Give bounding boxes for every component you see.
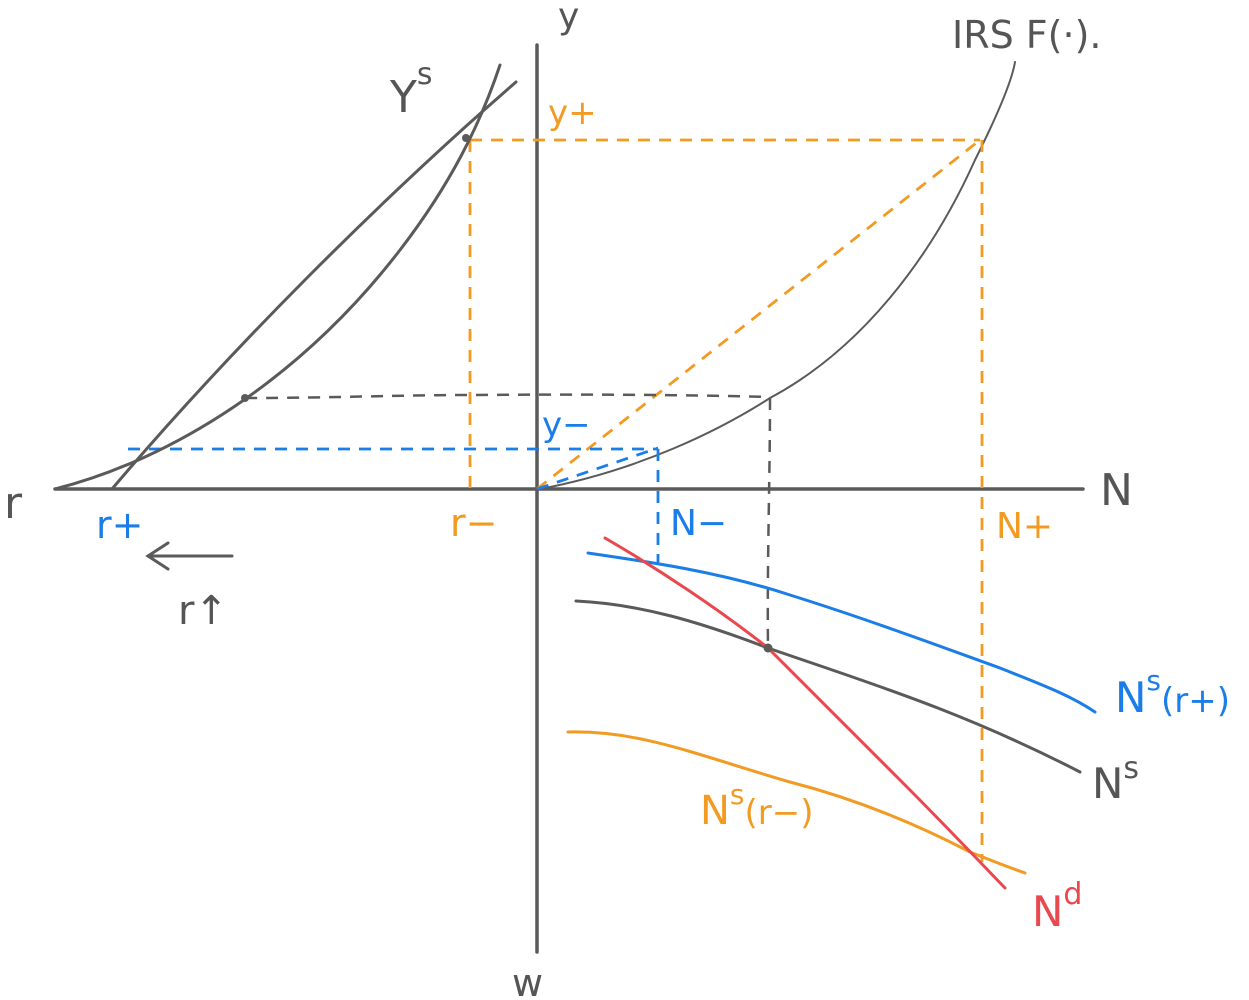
ns-label: Ns [1092, 751, 1139, 808]
ns-low-curve [566, 730, 1027, 875]
blue-ray [536, 446, 659, 491]
nd-label: Nd [1032, 877, 1082, 936]
gray-horizontal-guide [244, 393, 771, 400]
n-plus-label: N+ [996, 506, 1053, 547]
ys-label-sup: s [417, 57, 433, 92]
ns-high-label-arg: (r+) [1161, 681, 1230, 721]
ys-middle-dot [241, 394, 249, 402]
ys-label: Ys [389, 57, 433, 123]
production-function-curve [539, 61, 1016, 490]
r-minus-label: r− [450, 501, 497, 545]
ns-high-label-sup: s [1146, 664, 1161, 697]
r-up-label: r↑ [178, 588, 228, 634]
axis-label-top: y [558, 0, 579, 37]
ns-low-label: Ns(r−) [700, 778, 814, 834]
y-minus-label: y− [542, 405, 591, 445]
orange-ray [536, 138, 981, 491]
axis-label-right: N [1100, 465, 1133, 516]
production-function-label: IRS F(·). [952, 13, 1101, 57]
ys-curve [53, 63, 502, 491]
n-minus-label: N− [670, 503, 727, 544]
ys-line [110, 80, 518, 491]
ns-high-label-main: N [1115, 673, 1146, 722]
nd-curve [603, 536, 1007, 890]
ns-low-label-sup: s [730, 778, 745, 811]
ns-low-label-arg: (r−) [745, 793, 814, 833]
ys-label-main: Y [389, 72, 417, 123]
ns-high-label: Ns(r+) [1115, 664, 1230, 722]
ns-low-label-main: N [700, 788, 730, 834]
ns-label-sup: s [1123, 751, 1139, 786]
axis-label-bottom: w [512, 961, 543, 1000]
ys-top-dot [462, 134, 470, 142]
ns-label-main: N [1092, 759, 1123, 808]
y-plus-label: y+ [548, 93, 597, 133]
ns-high-curve [586, 551, 1097, 714]
labour-equilibrium-dot [763, 643, 773, 653]
r-plus-label: r+ [96, 503, 143, 547]
nd-label-sup: d [1063, 877, 1082, 912]
nd-label-main: N [1032, 887, 1063, 936]
axis-label-left: r [4, 478, 23, 529]
ns-curve [574, 599, 1082, 774]
r-up-arrowhead [145, 541, 170, 571]
gray-vertical-guide [766, 397, 772, 649]
